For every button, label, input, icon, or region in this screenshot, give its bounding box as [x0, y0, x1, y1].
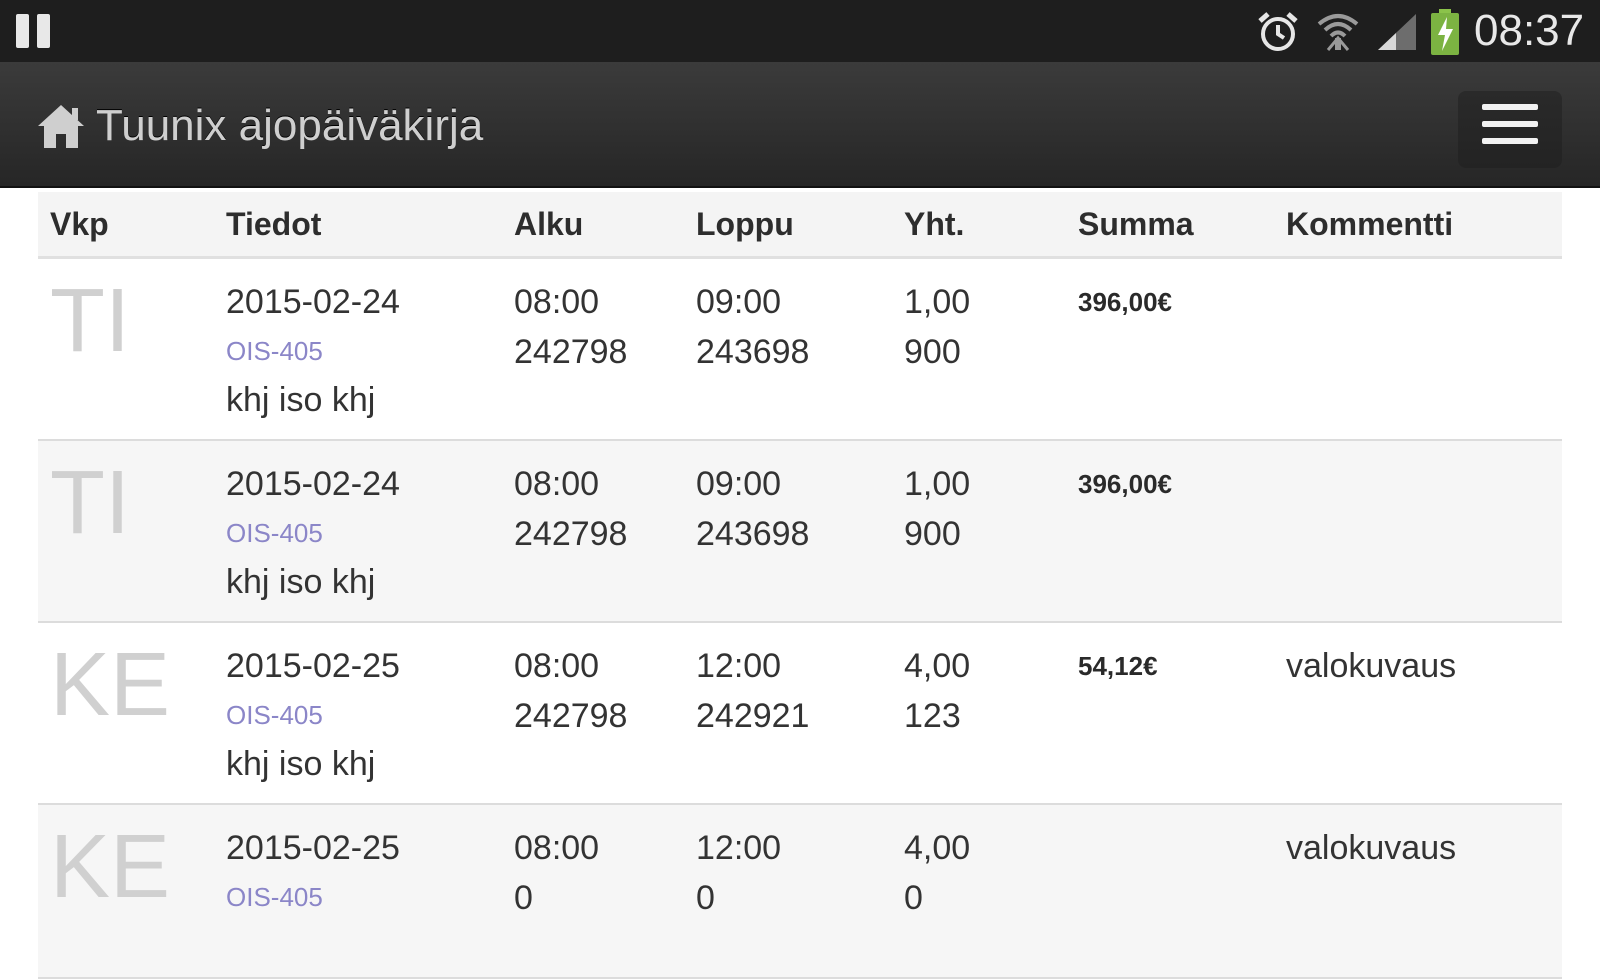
table-row[interactable]: KE 2015-02-25 OIS-405 khj iso khj 08:00 …: [38, 622, 1562, 804]
total-km: 900: [904, 333, 961, 371]
start-odometer: 242798: [514, 333, 628, 371]
app-header: Tuunix ajopäiväkirja: [0, 62, 1600, 188]
sum-cell: [1066, 804, 1274, 978]
pause-icon: [14, 14, 54, 48]
end-time: 09:00: [696, 465, 782, 503]
total-cell: 1,00 900: [892, 440, 1066, 622]
vehicle-plate: OIS-405: [226, 336, 323, 366]
table-header-row: Vkp Tiedot Alku Loppu Yht. Summa Komment…: [38, 192, 1562, 259]
driving-log-table: Vkp Tiedot Alku Loppu Yht. Summa Komment…: [38, 192, 1562, 979]
start-cell: 08:00 0: [502, 804, 684, 978]
column-header-vkp[interactable]: Vkp: [38, 192, 214, 259]
end-time: 12:00: [696, 647, 782, 685]
wifi-icon: [1317, 14, 1359, 51]
weekday-cell: TI: [50, 271, 130, 371]
vehicle-plate: OIS-405: [226, 700, 323, 730]
signal-icon: [1378, 14, 1416, 50]
comment-cell: [1274, 440, 1562, 622]
app-title: Tuunix ajopäiväkirja: [96, 101, 484, 150]
start-time: 08:00: [514, 647, 600, 685]
end-odometer: 243698: [696, 515, 810, 553]
status-bar: 08:37: [0, 0, 1600, 62]
total-km: 900: [904, 515, 961, 553]
table-row[interactable]: TI 2015-02-24 OIS-405 khj iso khj 08:00 …: [38, 440, 1562, 622]
weekday-cell: TI: [50, 453, 130, 553]
status-clock: 08:37: [1474, 6, 1585, 55]
start-cell: 08:00 242798: [502, 258, 684, 441]
details-cell: 2015-02-24 OIS-405 khj iso khj: [214, 440, 502, 622]
column-header-summa[interactable]: Summa: [1066, 192, 1274, 259]
start-odometer: 0: [514, 879, 533, 917]
total-hours: 4,00: [904, 647, 971, 685]
details-cell: 2015-02-25 OIS-405: [214, 804, 502, 978]
end-odometer: 242921: [696, 697, 810, 735]
sum-cell: 396,00€: [1078, 287, 1172, 317]
total-cell: 4,00 123: [892, 622, 1066, 804]
end-cell: 09:00 243698: [684, 440, 892, 622]
end-cell: 09:00 243698: [684, 258, 892, 441]
total-km: 123: [904, 697, 961, 735]
total-cell: 1,00 900: [892, 258, 1066, 441]
trip-description: khj iso khj: [226, 381, 376, 419]
start-time: 08:00: [514, 283, 600, 321]
end-time: 12:00: [696, 829, 782, 867]
details-cell: 2015-02-25 OIS-405 khj iso khj: [214, 622, 502, 804]
sum-cell: 396,00€: [1078, 469, 1172, 499]
column-header-kommentti[interactable]: Kommentti: [1274, 192, 1562, 259]
comment-cell: valokuvaus: [1286, 647, 1457, 685]
start-cell: 08:00 242798: [502, 440, 684, 622]
start-cell: 08:00 242798: [502, 622, 684, 804]
column-header-alku[interactable]: Alku: [502, 192, 684, 259]
trip-date: 2015-02-24: [226, 465, 400, 503]
start-odometer: 242798: [514, 515, 628, 553]
menu-button[interactable]: [1458, 90, 1562, 168]
weekday-cell: KE: [50, 817, 171, 917]
total-hours: 4,00: [904, 829, 971, 867]
trip-description: khj iso khj: [226, 745, 376, 783]
total-hours: 1,00: [904, 283, 971, 321]
trip-date: 2015-02-25: [226, 647, 400, 685]
sum-cell: 54,12€: [1078, 651, 1158, 681]
alarm-icon: [1258, 12, 1298, 51]
start-time: 08:00: [514, 465, 600, 503]
details-cell: 2015-02-24 OIS-405 khj iso khj: [214, 258, 502, 441]
table-row[interactable]: KE 2015-02-25 OIS-405 08:00 0 12:00 0 4,…: [38, 804, 1562, 978]
total-cell: 4,00 0: [892, 804, 1066, 978]
table-row[interactable]: TI 2015-02-24 OIS-405 khj iso khj 08:00 …: [38, 257, 1562, 441]
home-icon: [38, 105, 84, 148]
total-hours: 1,00: [904, 465, 971, 503]
start-time: 08:00: [514, 829, 600, 867]
weekday-cell: KE: [50, 635, 171, 735]
column-header-yht[interactable]: Yht.: [892, 192, 1066, 259]
end-cell: 12:00 0: [684, 804, 892, 978]
comment-cell: [1274, 258, 1562, 441]
trip-date: 2015-02-25: [226, 829, 400, 867]
end-odometer: 243698: [696, 333, 810, 371]
end-time: 09:00: [696, 283, 782, 321]
battery-charging-icon: [1431, 9, 1459, 55]
end-odometer: 0: [696, 879, 715, 917]
start-odometer: 242798: [514, 697, 628, 735]
total-km: 0: [904, 879, 923, 917]
vehicle-plate: OIS-405: [226, 882, 323, 912]
vehicle-plate: OIS-405: [226, 518, 323, 548]
comment-cell: valokuvaus: [1286, 829, 1457, 867]
trip-date: 2015-02-24: [226, 283, 400, 321]
trip-description: khj iso khj: [226, 563, 376, 601]
column-header-tiedot[interactable]: Tiedot: [214, 192, 502, 259]
end-cell: 12:00 242921: [684, 622, 892, 804]
home-link[interactable]: Tuunix ajopäiväkirja: [36, 98, 483, 154]
column-header-loppu[interactable]: Loppu: [684, 192, 892, 259]
